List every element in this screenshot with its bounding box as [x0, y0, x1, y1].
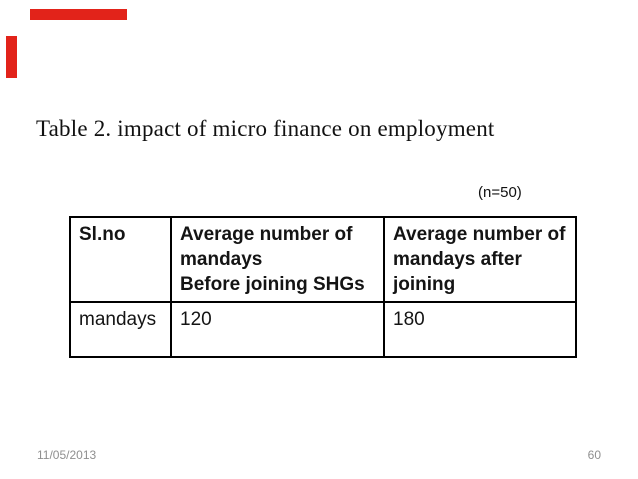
slide-title: Table 2. impact of micro finance on empl…	[36, 116, 495, 141]
table-row: mandays 120 180	[69, 301, 577, 358]
header-text-before-line1: Average number of mandays	[180, 224, 353, 270]
header-text-slno: Sl.no	[79, 224, 126, 245]
accent-bar-left	[6, 36, 17, 78]
cell-before-value: 120	[170, 301, 385, 358]
cell-after-value: 180	[383, 301, 577, 358]
cell-row-label: mandays	[69, 301, 172, 358]
header-cell-before: Average number of mandays Before joining…	[170, 216, 385, 303]
header-text-before-line2: Before joining SHGs	[180, 274, 365, 295]
header-text-after: Average number of mandays after joining	[393, 224, 566, 295]
header-cell-after: Average number of mandays after joining	[383, 216, 577, 303]
accent-bar-top	[30, 9, 127, 20]
footer-date: 11/05/2013	[37, 448, 97, 462]
sample-size-note: (n=50)	[478, 184, 522, 201]
data-table: Sl.no Average number of mandays Before j…	[69, 216, 577, 358]
header-cell-slno: Sl.no	[69, 216, 172, 303]
page-number: 60	[587, 448, 601, 462]
table-header-row: Sl.no Average number of mandays Before j…	[69, 216, 577, 303]
